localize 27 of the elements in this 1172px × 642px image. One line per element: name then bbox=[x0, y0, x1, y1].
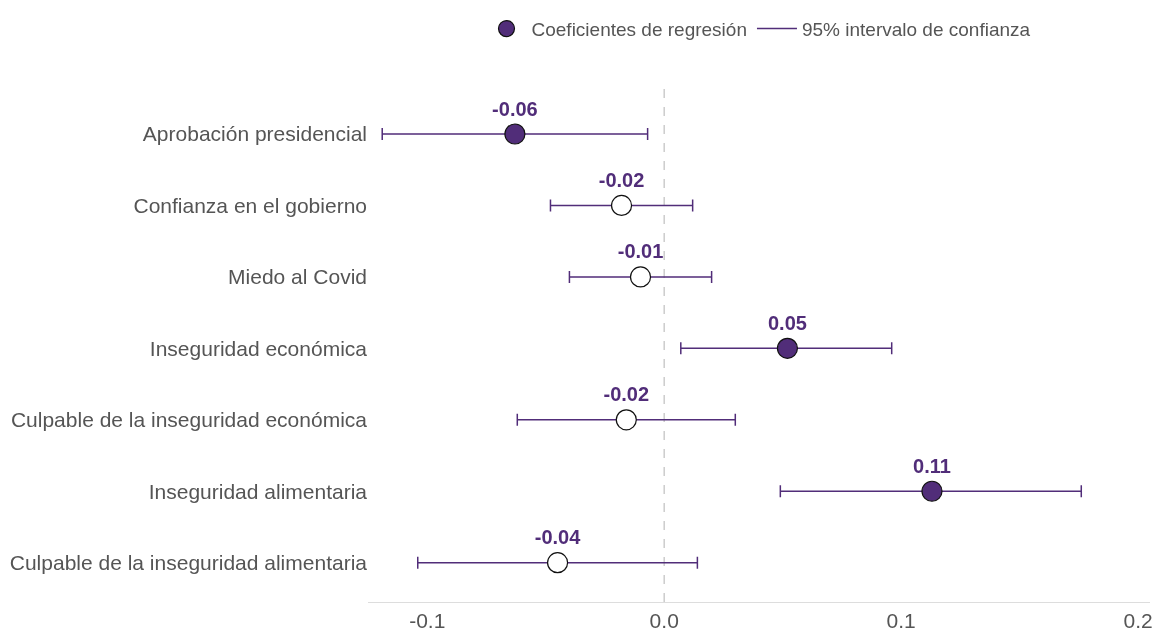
y-tick-label: Aprobación presidencial bbox=[142, 122, 367, 146]
y-tick-label: Culpable de la inseguridad económica bbox=[10, 408, 368, 432]
point bbox=[504, 123, 526, 145]
data-label: -0.02 bbox=[603, 383, 650, 406]
data-label: -0.01 bbox=[617, 240, 664, 263]
y-tick-label: Culpable de la inseguridad alimentaria bbox=[9, 551, 368, 575]
data-label: -0.04 bbox=[534, 526, 582, 549]
point bbox=[615, 409, 637, 431]
y-tick-label: Inseguridad económica bbox=[149, 336, 368, 360]
data-label: -0.06 bbox=[492, 97, 538, 120]
x-tick-label: 0.1 bbox=[886, 609, 916, 633]
y-tick-label: Confianza en el gobierno bbox=[133, 193, 367, 217]
x-tick-label: 0.2 bbox=[1123, 609, 1153, 633]
x-tick-label: 0.0 bbox=[649, 609, 679, 633]
data-label: -0.02 bbox=[598, 168, 645, 191]
data-label: 0.11 bbox=[913, 454, 951, 477]
y-tick-label: Miedo al Covid bbox=[228, 265, 367, 289]
point bbox=[546, 552, 569, 574]
point bbox=[921, 480, 943, 502]
legend-label: Coeficientes de regresión bbox=[531, 19, 747, 40]
point bbox=[629, 266, 652, 288]
x-tick-label: -0.1 bbox=[409, 609, 446, 633]
text: 95% intervalo de confianza bbox=[801, 19, 1031, 40]
point bbox=[776, 337, 799, 359]
data-label: 0.05 bbox=[767, 311, 807, 334]
y-tick-label: Inseguridad alimentaria bbox=[148, 479, 368, 503]
point bbox=[610, 194, 633, 217]
